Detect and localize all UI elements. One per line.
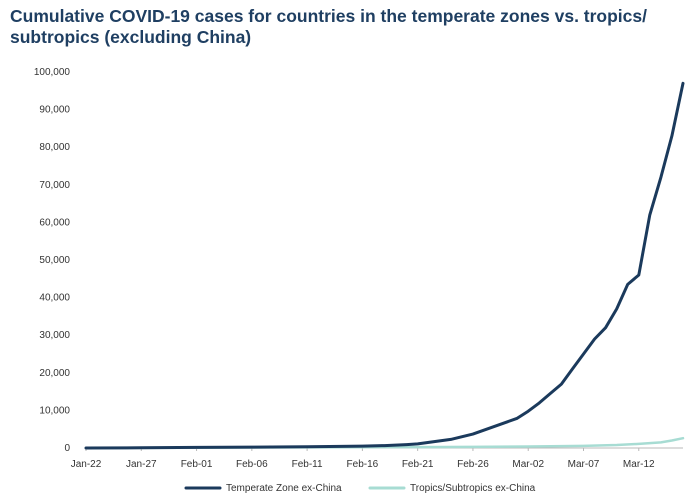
y-tick-label: 80,000 bbox=[39, 142, 70, 153]
x-tick-label: Feb-01 bbox=[181, 459, 213, 470]
legend-label: Tropics/Subtropics ex-China bbox=[410, 483, 536, 494]
y-tick-label: 70,000 bbox=[39, 180, 70, 191]
x-tick-label: Feb-21 bbox=[402, 459, 434, 470]
x-tick-label: Jan-27 bbox=[126, 459, 157, 470]
x-tick-label: Feb-06 bbox=[236, 459, 268, 470]
series-line-temperate bbox=[84, 81, 685, 450]
legend-label: Temperate Zone ex-China bbox=[226, 483, 342, 494]
x-tick-label: Jan-22 bbox=[71, 459, 102, 470]
y-tick-label: 60,000 bbox=[39, 217, 70, 228]
chart-title: Cumulative COVID-19 cases for countries … bbox=[10, 6, 647, 47]
y-tick-label: 20,000 bbox=[39, 368, 70, 379]
y-tick-label: 0 bbox=[64, 443, 70, 454]
x-tick-label: Mar-12 bbox=[623, 459, 655, 470]
x-tick-label: Feb-11 bbox=[292, 459, 323, 470]
x-tick-label: Mar-02 bbox=[512, 459, 544, 470]
y-tick-label: 100,000 bbox=[34, 67, 71, 78]
x-tick-label: Mar-07 bbox=[568, 459, 600, 470]
y-tick-label: 40,000 bbox=[39, 293, 70, 304]
y-tick-label: 30,000 bbox=[39, 330, 70, 341]
x-tick-label: Feb-16 bbox=[347, 459, 379, 470]
y-tick-label: 50,000 bbox=[39, 255, 70, 266]
x-tick-label: Feb-26 bbox=[457, 459, 489, 470]
y-tick-label: 90,000 bbox=[39, 105, 70, 116]
y-tick-label: 10,000 bbox=[39, 405, 70, 416]
